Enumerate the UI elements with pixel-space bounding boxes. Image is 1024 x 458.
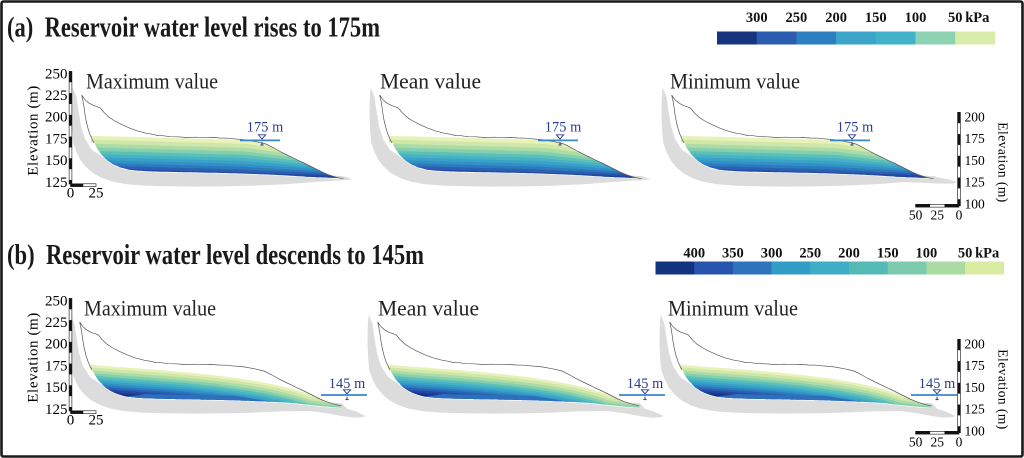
svg-text:175 m: 175 m — [837, 120, 874, 136]
svg-text:50: 50 — [909, 435, 923, 450]
svg-text:Maximum value: Maximum value — [86, 69, 218, 94]
svg-text:175: 175 — [45, 359, 68, 375]
svg-text:Elevation (m): Elevation (m) — [26, 86, 42, 176]
svg-text:25: 25 — [931, 435, 945, 450]
svg-text:Mean value: Mean value — [378, 296, 479, 321]
svg-text:0: 0 — [956, 435, 963, 450]
svg-text:225: 225 — [45, 88, 68, 104]
svg-text:100: 100 — [905, 10, 927, 26]
svg-text:kPa: kPa — [975, 246, 1000, 262]
svg-text:(a) Reservoir water level ris: (a) Reservoir water level rises to 175m — [7, 13, 380, 44]
svg-text:50: 50 — [958, 246, 973, 262]
svg-text:145 m: 145 m — [329, 376, 366, 392]
svg-text:175: 175 — [965, 131, 986, 146]
svg-text:175: 175 — [45, 132, 68, 148]
svg-text:Mean value: Mean value — [380, 69, 481, 94]
svg-text:175 m: 175 m — [247, 120, 284, 136]
svg-text:Elevation (m): Elevation (m) — [996, 349, 1011, 429]
svg-text:(b) Reservoir water level des: (b) Reservoir water level descends to 14… — [7, 240, 424, 271]
svg-text:Elevation (m): Elevation (m) — [996, 122, 1011, 202]
svg-text:145 m: 145 m — [627, 376, 664, 392]
svg-text:50: 50 — [909, 208, 923, 223]
svg-text:150: 150 — [965, 153, 986, 168]
svg-text:100: 100 — [965, 423, 986, 438]
svg-text:175: 175 — [965, 358, 986, 373]
svg-text:100: 100 — [916, 246, 938, 262]
svg-text:200: 200 — [45, 337, 68, 353]
svg-text:25: 25 — [89, 412, 104, 428]
svg-text:250: 250 — [786, 10, 808, 26]
svg-text:kPa: kPa — [965, 10, 990, 26]
svg-text:250: 250 — [799, 246, 821, 262]
svg-text:Minimum value: Minimum value — [670, 69, 800, 94]
svg-text:150: 150 — [45, 153, 68, 169]
svg-text:50: 50 — [948, 10, 963, 26]
svg-text:150: 150 — [45, 380, 68, 396]
svg-text:25: 25 — [89, 185, 104, 201]
svg-text:200: 200 — [965, 336, 986, 351]
svg-text:Minimum value: Minimum value — [668, 296, 798, 321]
svg-text:400: 400 — [683, 246, 705, 262]
svg-text:300: 300 — [746, 10, 768, 26]
svg-text:150: 150 — [965, 380, 986, 395]
svg-text:25: 25 — [931, 208, 945, 223]
svg-text:Maximum value: Maximum value — [84, 296, 216, 321]
svg-text:125: 125 — [965, 402, 986, 417]
svg-text:200: 200 — [825, 10, 847, 26]
svg-text:200: 200 — [965, 109, 986, 124]
svg-text:225: 225 — [45, 315, 68, 331]
svg-text:150: 150 — [865, 10, 887, 26]
svg-text:145 m: 145 m — [919, 376, 956, 392]
svg-text:100: 100 — [965, 196, 986, 211]
svg-text:Elevation (m): Elevation (m) — [26, 313, 42, 403]
svg-text:125: 125 — [45, 402, 68, 418]
svg-text:150: 150 — [877, 246, 899, 262]
svg-text:125: 125 — [45, 175, 68, 191]
svg-text:0: 0 — [67, 185, 75, 201]
svg-text:350: 350 — [722, 246, 744, 262]
svg-text:250: 250 — [45, 293, 68, 309]
svg-text:125: 125 — [965, 175, 986, 190]
svg-text:175 m: 175 m — [545, 120, 582, 136]
svg-text:300: 300 — [761, 246, 783, 262]
svg-text:0: 0 — [956, 208, 963, 223]
svg-text:200: 200 — [45, 110, 68, 126]
svg-text:250: 250 — [45, 66, 68, 82]
svg-text:200: 200 — [838, 246, 860, 262]
svg-text:0: 0 — [67, 412, 75, 428]
